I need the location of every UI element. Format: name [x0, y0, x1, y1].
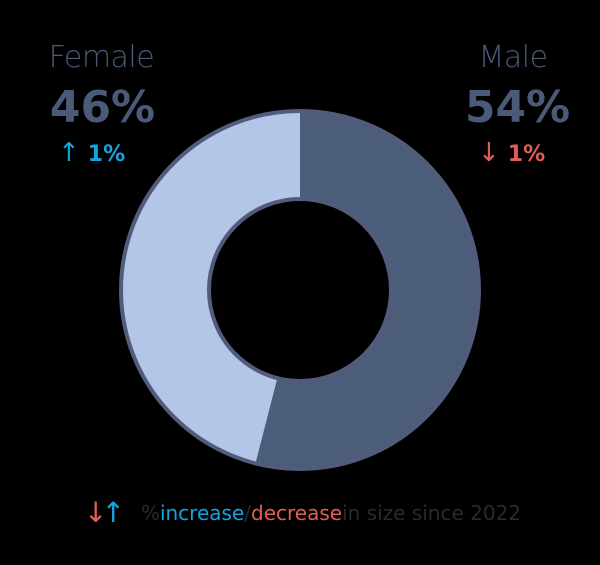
female-change: ↑ 1%	[58, 138, 125, 168]
male-label: Male	[478, 40, 548, 75]
legend-decrease: decrease	[251, 500, 343, 525]
arrow-down-icon: ↓	[478, 138, 500, 168]
legend-increase: increase	[159, 500, 245, 525]
outer-outline	[119, 109, 481, 471]
female-change-value: 1%	[87, 142, 126, 167]
male-slice	[255, 112, 478, 468]
donut-ring	[119, 109, 481, 471]
inner-outline	[207, 197, 393, 383]
arrow-up-icon: ↑	[58, 138, 80, 168]
female-label: Female	[48, 40, 155, 75]
male-change-value: 1%	[507, 142, 546, 167]
legend-slash: /	[244, 500, 251, 525]
up-down-arrows-icon: ↓↑	[84, 496, 125, 529]
male-percentage: 54%	[464, 82, 571, 133]
legend-prefix: %	[140, 500, 160, 525]
legend-suffix: in size since 2022	[342, 500, 522, 525]
legend: ↓↑ % increase / decrease in size since 202…	[84, 496, 521, 529]
male-change: ↓ 1%	[478, 138, 545, 168]
female-percentage: 46%	[49, 82, 156, 133]
